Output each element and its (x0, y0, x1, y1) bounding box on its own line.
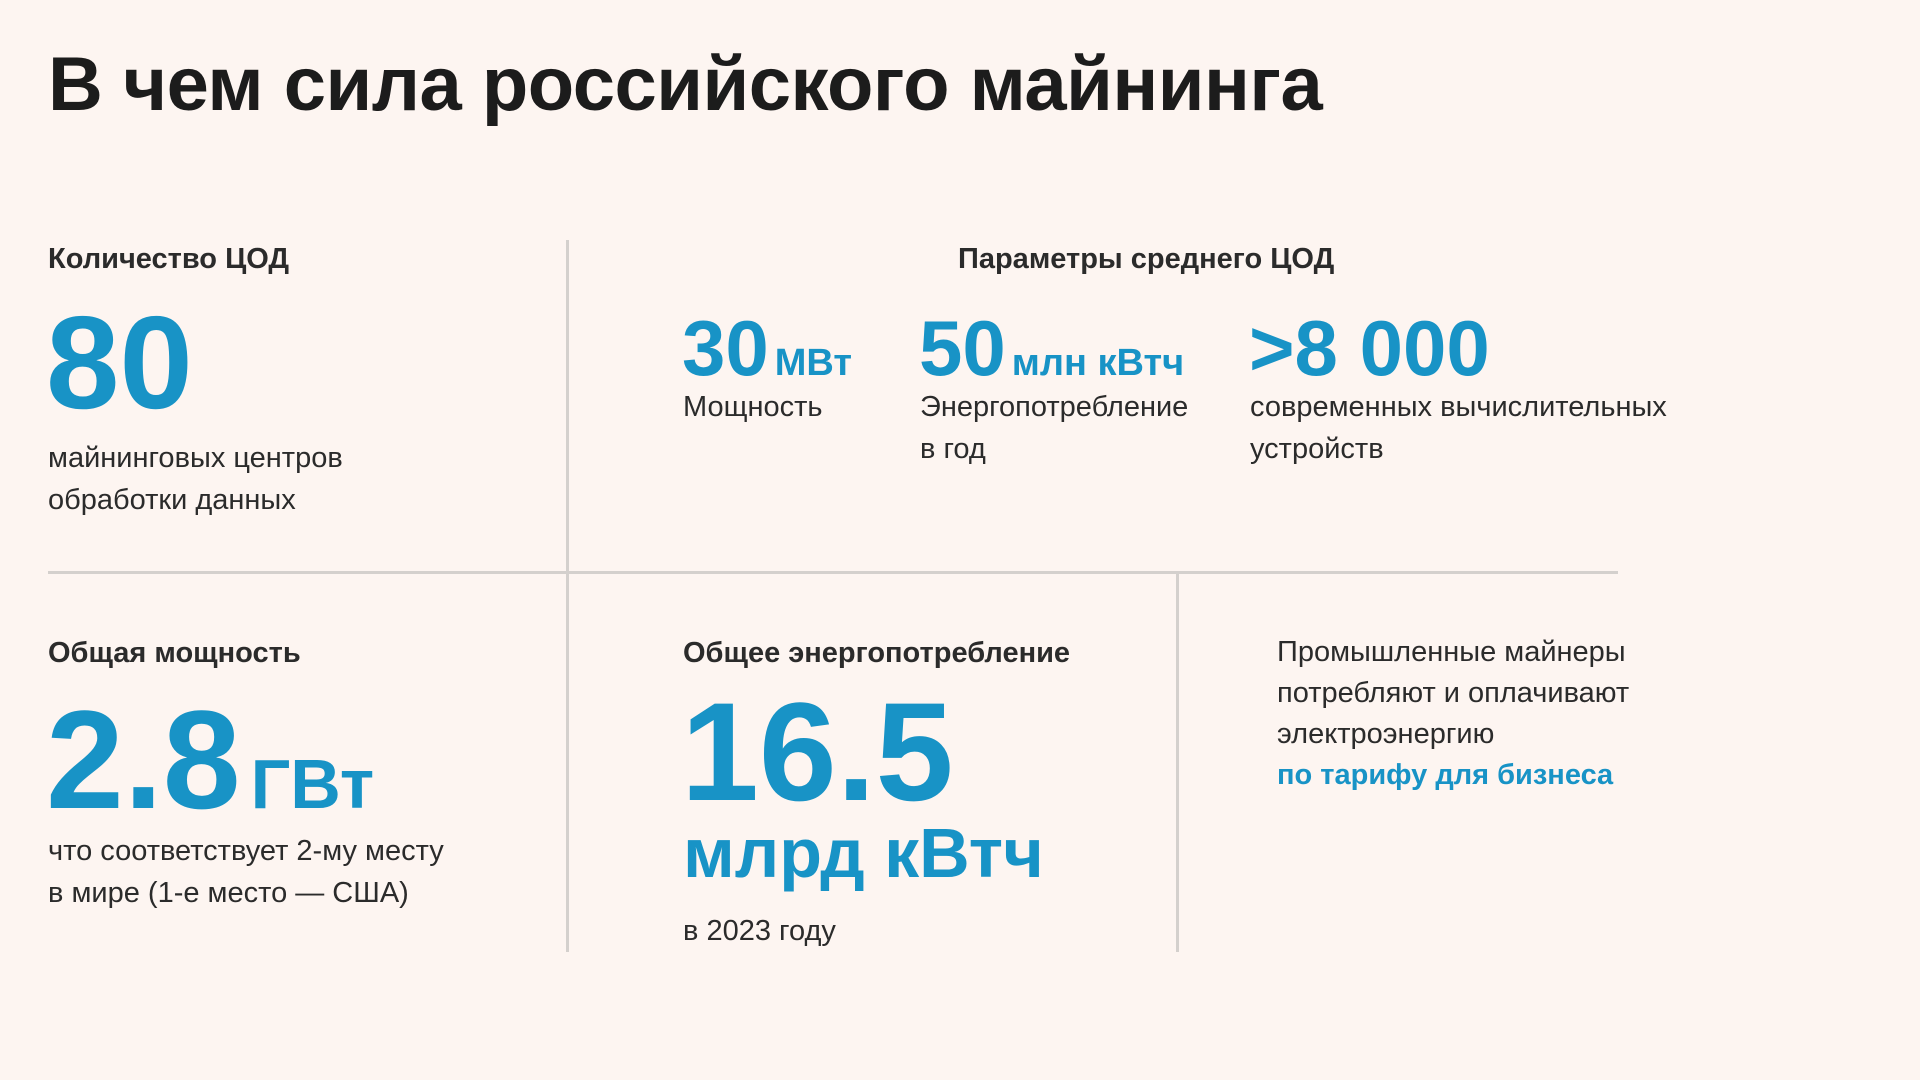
divider-vertical-top (566, 240, 569, 572)
avg-power-value: 30 МВт (682, 304, 852, 392)
avg-power-description: Мощность (683, 391, 823, 423)
energy-value: 16.5 (681, 673, 954, 830)
divider-vertical-bottom-left (566, 574, 569, 952)
count-value: 80 (46, 289, 193, 436)
avg-energy-description: Энергопотребление в год (920, 391, 1189, 465)
power-label: Общая мощность (48, 637, 301, 669)
count-label: Количество ЦОД (48, 243, 290, 275)
avg-energy-value: 50 млн кВтч (919, 304, 1185, 392)
page-title: В чем сила российского майнинга (48, 42, 1323, 127)
divider-horizontal (48, 571, 1618, 574)
power-description: что соответствует 2-му месту в мире (1-е… (48, 835, 444, 909)
avg-devices-description: современных вычислительных устройств (1250, 391, 1667, 465)
count-description: майнинговых центров обработки данных (48, 442, 343, 516)
avg-devices-value: >8 000 (1249, 304, 1490, 392)
power-value: 2.8 ГВт (46, 681, 375, 838)
avg-label: Параметры среднего ЦОД (958, 243, 1335, 275)
energy-label: Общее энергопотребление (683, 637, 1071, 669)
energy-unit: млрд кВтч (683, 814, 1044, 892)
divider-vertical-bottom-right (1176, 574, 1179, 952)
tariff-highlight: по тарифу для бизнеса (1277, 759, 1614, 791)
tariff-note: Промышленные майнеры потребляют и оплачи… (1277, 632, 1629, 796)
energy-description: в 2023 году (683, 915, 836, 947)
